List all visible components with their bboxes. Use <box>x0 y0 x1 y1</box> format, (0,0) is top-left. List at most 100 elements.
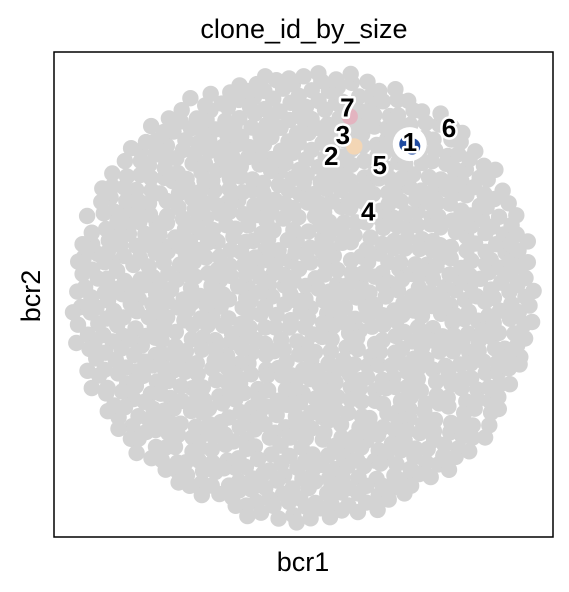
background-point <box>221 334 239 352</box>
background-point <box>356 152 373 170</box>
background-point <box>295 68 312 85</box>
background-point <box>349 341 366 358</box>
background-point <box>217 112 234 129</box>
background-point <box>508 207 525 224</box>
background-point <box>396 485 413 502</box>
background-point <box>247 331 264 348</box>
background-point <box>319 116 336 133</box>
background-point <box>169 164 186 182</box>
background-point <box>124 418 141 435</box>
background-point <box>359 73 376 91</box>
background-point <box>523 313 541 331</box>
clone-label-3: 3 <box>336 120 350 150</box>
background-point <box>447 448 464 466</box>
background-point <box>243 481 260 498</box>
background-point <box>339 277 356 294</box>
background-point <box>270 510 287 527</box>
background-point <box>70 253 87 270</box>
background-point <box>500 195 517 212</box>
background-point <box>265 497 282 515</box>
background-point <box>235 206 252 223</box>
background-point <box>300 223 317 240</box>
background-point <box>314 431 332 448</box>
background-point <box>343 264 360 282</box>
background-point <box>231 419 248 436</box>
background-point <box>372 455 389 472</box>
background-point <box>157 461 174 478</box>
background-point <box>116 152 134 170</box>
background-point <box>333 484 350 501</box>
background-point <box>214 395 231 412</box>
background-point <box>517 269 534 287</box>
background-point <box>231 77 248 94</box>
background-point <box>413 307 431 324</box>
background-point <box>172 378 189 395</box>
background-point <box>386 378 404 396</box>
background-point <box>430 208 447 225</box>
background-point <box>147 146 164 163</box>
x-axis-label: bcr1 <box>277 547 330 577</box>
background-point <box>332 416 350 433</box>
background-point <box>490 324 507 342</box>
background-point <box>246 197 263 214</box>
background-point <box>288 125 306 142</box>
background-point <box>440 461 458 478</box>
background-point <box>268 306 285 324</box>
background-point <box>291 394 309 411</box>
background-point <box>173 102 190 119</box>
background-point <box>342 65 359 83</box>
background-point <box>64 304 82 321</box>
background-point <box>194 462 212 480</box>
background-point <box>242 366 260 383</box>
background-point <box>257 68 274 85</box>
background-point <box>231 110 248 127</box>
background-point <box>195 124 212 141</box>
background-point <box>487 161 504 178</box>
background-point <box>144 295 161 313</box>
background-point <box>243 119 260 136</box>
background-point <box>432 171 449 188</box>
background-point <box>193 341 211 358</box>
background-point <box>525 282 542 300</box>
background-point <box>377 160 394 177</box>
background-point <box>461 443 478 460</box>
background-point <box>392 254 409 271</box>
background-point <box>485 289 503 307</box>
background-point <box>221 170 239 187</box>
background-point <box>412 382 429 399</box>
background-point <box>424 270 442 287</box>
background-point <box>280 493 298 511</box>
background-point <box>155 123 173 141</box>
background-point <box>332 122 349 140</box>
background-point <box>83 224 101 241</box>
background-point <box>369 426 387 443</box>
background-point <box>182 90 199 107</box>
clone-label-5: 5 <box>372 150 386 180</box>
background-point <box>361 284 378 301</box>
background-point <box>258 367 276 384</box>
background-point <box>160 110 178 127</box>
background-point <box>177 363 194 380</box>
background-point <box>182 402 200 420</box>
background-point <box>104 165 121 182</box>
background-point <box>171 256 189 273</box>
y-axis-label: bcr2 <box>16 270 46 323</box>
background-point <box>378 120 395 137</box>
background-point <box>346 227 363 244</box>
background-point <box>167 338 184 355</box>
background-point <box>501 376 519 393</box>
background-point <box>193 486 210 504</box>
background-point <box>207 463 224 481</box>
background-point <box>392 442 410 459</box>
background-point <box>98 385 115 402</box>
background-point <box>519 233 536 250</box>
background-point <box>422 468 439 486</box>
highlight-points <box>341 108 427 162</box>
background-point <box>511 356 528 373</box>
background-point <box>322 343 339 360</box>
clone-point <box>346 138 363 155</box>
background-point <box>413 182 430 199</box>
background-point <box>83 379 101 397</box>
